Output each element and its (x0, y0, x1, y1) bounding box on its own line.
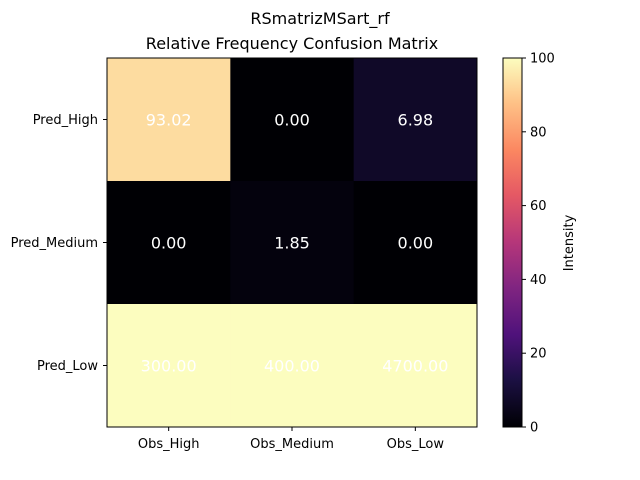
x-tick-label: Obs_Medium (250, 437, 334, 452)
colorbar-tick-label: 80 (530, 125, 547, 140)
cell-value-label: 0.00 (398, 234, 434, 253)
cell-value-label: 0.00 (151, 234, 187, 253)
colorbar-ticks: 0 20 40 60 80 100 (522, 52, 555, 436)
heatmap-cell (107, 181, 231, 305)
heatmap-cell (107, 304, 231, 428)
colorbar-label: Intensity (562, 214, 577, 271)
cell-value-label: 1.85 (274, 234, 310, 253)
cell-value-label: 6.98 (398, 111, 434, 130)
heatmap-cell (230, 181, 355, 305)
heatmap-cells (107, 58, 478, 428)
colorbar-tick-label: 40 (530, 273, 547, 288)
colorbar-tick-label: 20 (530, 347, 547, 362)
heatmap-cell (353, 58, 478, 182)
y-tick-label: Pred_High (33, 113, 98, 128)
cell-value-label: 400.00 (264, 357, 320, 376)
heatmap-cell (353, 304, 478, 428)
colorbar-tick-label: 100 (530, 52, 555, 67)
cell-value-label: 4700.00 (382, 357, 448, 376)
colorbar-tick-label: 0 (530, 421, 538, 436)
colorbar-tick-label: 60 (530, 199, 547, 214)
heatmap-cell (107, 58, 231, 182)
heatmap-cell (353, 181, 478, 305)
chart-subtitle: Relative Frequency Confusion Matrix (146, 34, 438, 53)
cell-value-label: 300.00 (141, 357, 197, 376)
heatmap-cell-labels: 93.02 0.00 6.98 0.00 1.85 0.00 300.00 400.00 470… (141, 111, 449, 376)
colorbar (502, 57, 523, 428)
heatmap-cell (230, 58, 355, 182)
y-tick-label: Pred_Medium (11, 236, 98, 251)
x-axis: Obs_High Obs_Medium Obs_Low (138, 427, 445, 452)
heatmap-cell (230, 304, 355, 428)
cell-value-label: 93.02 (146, 111, 192, 130)
x-tick-label: Obs_Low (387, 437, 445, 452)
chart-title: RSmatrizMSart_rf (250, 9, 390, 29)
y-tick-label: Pred_Low (37, 359, 98, 374)
y-axis: Pred_High Pred_Medium Pred_Low (11, 113, 107, 374)
x-tick-label: Obs_High (138, 437, 200, 452)
cell-value-label: 0.00 (274, 111, 310, 130)
